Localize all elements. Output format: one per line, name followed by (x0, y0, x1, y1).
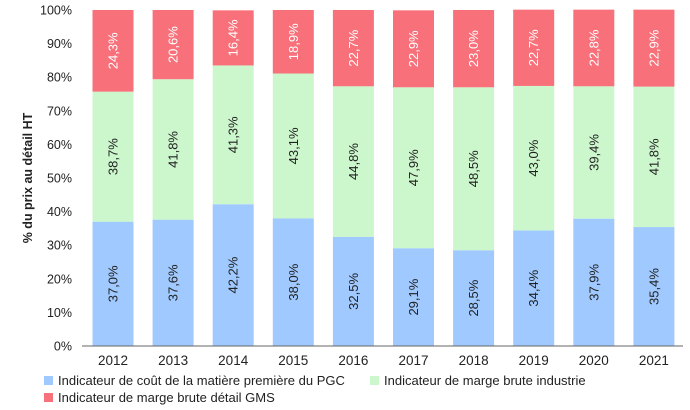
bar-segment-2015-series-2 (272, 73, 314, 219)
data-label-2015-series-3: 18,9% (286, 23, 301, 60)
data-label-2018-series-1: 28,5% (466, 279, 481, 316)
data-label-2020-series-3: 22,8% (586, 29, 601, 66)
data-label-2013-series-3: 20,6% (166, 26, 181, 63)
bar-segment-2013-series-1 (152, 219, 194, 346)
x-tick-label-2012: 2012 (98, 353, 128, 368)
data-label-2012-series-2: 38,7% (106, 138, 121, 175)
data-label-2013-series-2: 41,8% (166, 131, 181, 168)
legend-swatch-series-1 (44, 376, 53, 385)
bar-segment-2014-series-1 (212, 204, 254, 346)
legend: Indicateur de coût de la matière premièr… (44, 373, 586, 405)
legend-swatch-series-2 (370, 376, 379, 385)
data-label-2016-series-2: 44,8% (346, 143, 361, 180)
data-label-2016-series-3: 22,7% (346, 29, 361, 66)
x-tick-label-2013: 2013 (158, 353, 188, 368)
data-label-2013-series-1: 37,6% (166, 264, 181, 301)
data-label-2014-series-2: 41,3% (226, 116, 241, 153)
y-axis-label: % du prix au détail HT (21, 112, 35, 243)
data-label-2020-series-2: 39,4% (586, 134, 601, 171)
bar-segment-2015-series-1 (272, 218, 314, 346)
data-label-2017-series-2: 47,9% (406, 149, 421, 186)
bar-segment-2021-series-2 (633, 86, 675, 228)
x-tick-label-2017: 2017 (398, 353, 428, 368)
bar-segment-2014-series-3 (212, 10, 254, 66)
data-label-2017-series-1: 29,1% (406, 278, 421, 315)
data-label-2018-series-2: 48,5% (466, 150, 481, 187)
bar-segment-2019-series-1 (513, 230, 555, 346)
data-label-2018-series-3: 23,0% (466, 30, 481, 67)
data-label-2017-series-3: 22,9% (406, 30, 421, 67)
y-tick-label: 30% (47, 239, 72, 253)
y-tick-label: 50% (47, 172, 72, 186)
x-tick-label-2015: 2015 (278, 353, 308, 368)
legend-swatch-series-3 (44, 393, 53, 402)
y-tick-label: 60% (47, 138, 72, 152)
y-tick-label: 70% (47, 104, 72, 118)
data-label-2021-series-1: 35,4% (646, 268, 661, 305)
x-tick-label-2020: 2020 (579, 353, 609, 368)
data-label-2015-series-2: 43,1% (286, 127, 301, 164)
y-tick-label: 100% (40, 4, 72, 18)
data-label-2021-series-2: 41,8% (646, 138, 661, 175)
x-tick-label-2018: 2018 (459, 353, 489, 368)
y-tick-label: 0% (54, 340, 72, 354)
bar-segment-2020-series-3 (573, 9, 615, 87)
data-label-2016-series-1: 32,5% (346, 273, 361, 310)
legend-label-series-3: Indicateur de marge brute détail GMS (58, 390, 275, 405)
bar-segment-2013-series-3 (152, 10, 194, 80)
data-label-2019-series-3: 22,7% (526, 29, 541, 66)
bar-segment-2017-series-3 (393, 10, 434, 88)
bar-segment-2012-series-2 (92, 91, 134, 222)
x-tick-label-2021: 2021 (639, 353, 669, 368)
bar-segment-2017-series-2 (393, 87, 434, 249)
bar-segment-2021-series-3 (633, 9, 675, 87)
x-tick-label-2019: 2019 (519, 353, 549, 368)
bar-segment-2016-series-1 (332, 236, 374, 346)
data-label-2020-series-1: 37,9% (586, 263, 601, 300)
y-tick-label: 80% (47, 71, 72, 85)
y-tick-label: 40% (47, 205, 72, 219)
data-label-2015-series-1: 38,0% (286, 263, 301, 300)
data-label-2019-series-2: 43,0% (526, 139, 541, 176)
bar-segment-2020-series-1 (573, 218, 615, 346)
y-tick-label: 20% (47, 272, 72, 286)
bar-segment-2014-series-2 (212, 65, 254, 205)
bar-segment-2020-series-2 (573, 86, 615, 219)
bar-segment-2013-series-2 (152, 79, 194, 220)
bar-segment-2017-series-1 (393, 248, 434, 346)
data-label-2012-series-1: 37,0% (106, 265, 121, 302)
bar-segment-2016-series-2 (332, 86, 374, 237)
data-label-2019-series-1: 34,4% (526, 269, 541, 306)
x-tick-label-2014: 2014 (218, 353, 249, 368)
bar-segment-2019-series-2 (513, 85, 555, 231)
legend-label-series-1: Indicateur de coût de la matière premièr… (58, 373, 345, 388)
data-label-2014-series-1: 42,2% (226, 256, 241, 293)
data-label-2021-series-3: 22,9% (646, 29, 661, 66)
bar-segment-2015-series-3 (272, 10, 314, 74)
data-label-2012-series-3: 24,3% (106, 32, 121, 69)
x-tick-label-2016: 2016 (338, 353, 368, 368)
bar-segment-2012-series-1 (92, 221, 134, 346)
y-tick-label: 10% (47, 306, 72, 320)
data-label-2014-series-3: 16,4% (226, 19, 241, 56)
bar-segment-2018-series-3 (453, 10, 495, 88)
legend-label-series-2: Indicateur de marge brute industrie (384, 373, 586, 388)
bar-segment-2012-series-3 (92, 10, 134, 92)
bar-segment-2016-series-3 (332, 10, 374, 87)
bar-segment-2018-series-2 (453, 87, 495, 251)
y-tick-label: 90% (47, 37, 72, 51)
bar-segment-2021-series-1 (633, 227, 675, 346)
bar-segment-2018-series-1 (453, 250, 495, 346)
bar-segment-2019-series-3 (513, 9, 555, 86)
